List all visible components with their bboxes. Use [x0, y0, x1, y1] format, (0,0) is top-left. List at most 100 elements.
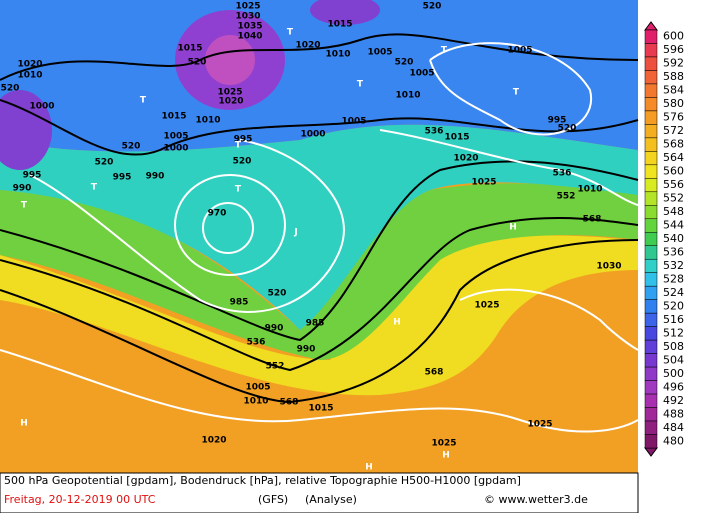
contour-label: 1020 — [218, 97, 243, 107]
colorbar-swatch — [644, 258, 658, 273]
colorbar: 6005965925885845805765725685645605565525… — [644, 21, 684, 457]
colorbar-swatch — [644, 178, 658, 193]
colorbar-swatch — [644, 407, 658, 422]
contour-label: 1000 — [163, 144, 188, 154]
colorbar-label: 504 — [663, 353, 684, 366]
colorbar-label: 544 — [663, 219, 684, 232]
contour-label: 1020 — [295, 41, 320, 51]
contour-label: 1015 — [444, 133, 469, 143]
colorbar-label: 580 — [663, 97, 684, 110]
colorbar-label: 576 — [663, 111, 684, 124]
colorbar-label: 484 — [663, 421, 684, 434]
contour-label: 995 — [23, 171, 42, 181]
colorbar-label: 556 — [663, 178, 684, 191]
colorbar-swatch — [644, 205, 658, 220]
contour-label: 1025 — [474, 301, 499, 311]
map-background — [0, 0, 638, 473]
contour-label: 520 — [188, 58, 207, 68]
contour-label: 1025 — [527, 420, 552, 430]
contour-label: T — [235, 141, 242, 151]
contour-label: T — [513, 88, 520, 98]
contour-label: H — [442, 451, 450, 461]
footer-box — [0, 472, 639, 513]
colorbar-swatch — [644, 272, 658, 287]
contour-label: 1025 — [217, 88, 242, 98]
contour-label: 1025 — [235, 2, 260, 12]
colorbar-label: 500 — [663, 367, 684, 380]
colorbar-swatch — [644, 97, 658, 112]
colorbar-label: 568 — [663, 138, 684, 151]
colorbar-label: 512 — [663, 326, 684, 339]
contour-label: H — [393, 318, 401, 328]
contour-label: 1030 — [596, 262, 621, 272]
colorbar-swatch — [644, 191, 658, 206]
contour-label: 520 — [558, 124, 577, 134]
contour-label: 1035 — [237, 22, 262, 32]
contour-label: 1015 — [161, 112, 186, 122]
colorbar-label: 532 — [663, 259, 684, 272]
contour-label: 1015 — [177, 44, 202, 54]
contour-label: 990 — [297, 345, 316, 355]
colorbar-label: 492 — [663, 394, 684, 407]
contour-label: 1020 — [453, 154, 478, 164]
colorbar-swatch — [644, 434, 658, 449]
contour-label: 1015 — [308, 404, 333, 414]
contour-label: 568 — [425, 368, 444, 378]
contour-label: 1005 — [341, 117, 366, 127]
colorbar-label: 516 — [663, 313, 684, 326]
colorbar-label: 552 — [663, 192, 684, 205]
contour-label: 520 — [95, 158, 114, 168]
contour-label: 1030 — [235, 12, 260, 22]
contour-label: 1010 — [195, 116, 220, 126]
contour-label: 985 — [306, 319, 325, 329]
colorbar-arrow — [644, 447, 658, 457]
contour-label: 536 — [247, 338, 266, 348]
run: (Analyse) — [305, 493, 357, 506]
contours — [0, 33, 639, 433]
colorbar-label: 548 — [663, 205, 684, 218]
model: (GFS) — [258, 493, 288, 506]
contour-label: 552 — [266, 362, 285, 372]
contour-label: H — [509, 223, 517, 233]
colorbar-label: 480 — [663, 434, 684, 447]
contour-label: 520 — [233, 157, 252, 167]
colorbar-label: 560 — [663, 165, 684, 178]
contour-label: 1010 — [325, 50, 350, 60]
contour-label: 1020 — [17, 60, 42, 70]
colorbar-label: 520 — [663, 299, 684, 312]
colorbar-swatch — [644, 29, 658, 44]
colorbar-swatch — [644, 164, 658, 179]
colorbar-swatch — [644, 366, 658, 381]
contour-label: H — [20, 419, 28, 429]
colorbar-label: 508 — [663, 340, 684, 353]
contour-label: 1010 — [395, 91, 420, 101]
colorbar-label: 592 — [663, 57, 684, 70]
contour-label: 568 — [583, 215, 602, 225]
colorbar-swatch — [644, 326, 658, 341]
contour-label: T — [357, 80, 364, 90]
contour-label: T — [21, 201, 28, 211]
contour-label: 552 — [557, 192, 576, 202]
contour-label: 990 — [265, 324, 284, 334]
contour-label: 1040 — [237, 32, 262, 42]
colorbar-label: 536 — [663, 245, 684, 258]
contour-label: T — [91, 183, 98, 193]
contour-label: 990 — [146, 172, 165, 182]
colorbar-label: 488 — [663, 407, 684, 420]
contour-label: T — [441, 46, 448, 56]
contour-label: J — [293, 228, 297, 238]
contour-label: T — [287, 28, 294, 38]
colorbar-label: 524 — [663, 286, 684, 299]
contour-label: 536 — [425, 127, 444, 137]
contour-label: 995 — [113, 173, 132, 183]
colorbar-swatch — [644, 232, 658, 246]
colorbar-swatch — [644, 218, 658, 233]
contour-label: 1010 — [577, 185, 602, 195]
colorbar-swatch — [644, 299, 658, 314]
contour-label: 1005 — [367, 48, 392, 58]
contour-label: 1025 — [431, 439, 456, 449]
contour-label: 995 — [234, 135, 253, 145]
contour-label: 568 — [280, 398, 299, 408]
colorbar-swatch — [644, 393, 658, 408]
